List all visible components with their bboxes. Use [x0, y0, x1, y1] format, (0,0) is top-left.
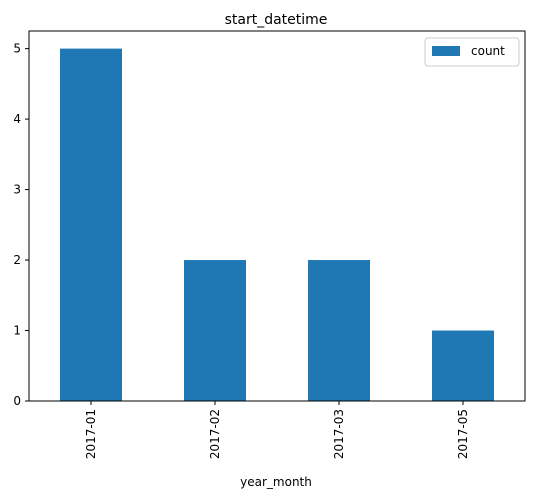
y-axis-ticks: 0 1 2 3 4 5	[13, 42, 29, 408]
x-tick-label: 2017-02	[208, 409, 222, 459]
legend-frame	[424, 37, 520, 67]
x-tick-label: 2017-01	[84, 409, 98, 459]
y-tick-label: 2	[13, 253, 21, 267]
bar-2017-05	[432, 330, 494, 401]
x-tick-label: 2017-03	[332, 409, 346, 459]
chart-title: start_datetime	[225, 12, 328, 28]
y-tick-label: 5	[13, 42, 21, 56]
legend-swatch-count	[432, 46, 460, 56]
y-tick-label: 4	[13, 112, 21, 126]
x-axis-ticks: 2017-01 2017-02 2017-03 2017-05	[84, 401, 470, 459]
legend: count	[424, 37, 520, 67]
bars-group	[60, 48, 494, 401]
y-tick-label: 1	[13, 324, 21, 338]
bar-2017-01	[60, 48, 122, 401]
x-axis-label: year_month	[240, 475, 312, 489]
legend-label-count: count	[471, 44, 505, 58]
bar-2017-02	[184, 260, 246, 401]
y-tick-label: 3	[13, 183, 21, 197]
y-tick-label: 0	[13, 394, 21, 408]
x-tick-label: 2017-05	[456, 409, 470, 459]
plot-frame	[28, 30, 526, 402]
bar-2017-03	[308, 260, 370, 401]
